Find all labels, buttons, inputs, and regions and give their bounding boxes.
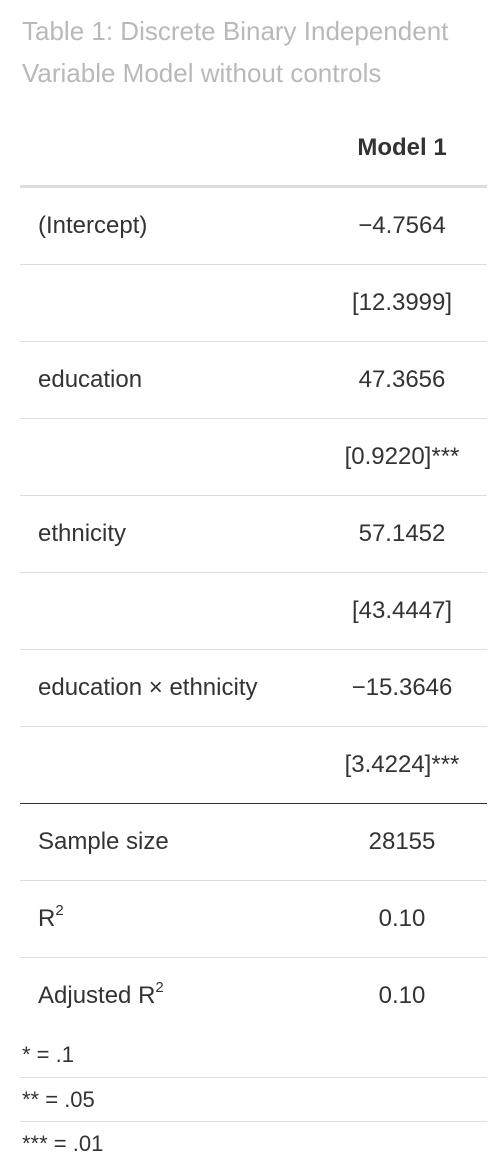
header-row: Model 1	[20, 110, 487, 188]
row-label: education	[20, 341, 317, 419]
regression-table: Model 1 (Intercept) −4.7564 [12.3999] ed…	[20, 110, 487, 1034]
coef-row-intercept: (Intercept) −4.7564	[20, 187, 487, 265]
stat-label: R2	[20, 880, 317, 958]
se-row-ethnicity: [43.4447]	[20, 572, 487, 650]
footnote-sig-01: *** = .01	[20, 1121, 487, 1165]
stub-header	[20, 110, 317, 188]
row-label	[20, 572, 317, 650]
row-value: −4.7564	[358, 212, 446, 239]
stat-value: 0.10	[317, 880, 487, 958]
stat-row-r-squared: R2 0.10	[20, 880, 487, 958]
row-label: education × ethnicity	[20, 649, 317, 727]
stat-row-adjusted-r-squared: Adjusted R2 0.10	[20, 957, 487, 1034]
footnote-sig-05: ** = .05	[20, 1077, 487, 1121]
row-value: [3.4224]***	[317, 726, 487, 804]
row-label	[20, 726, 317, 804]
stat-label: Sample size	[20, 803, 317, 881]
row-label: ethnicity	[20, 495, 317, 573]
row-value: 47.3656	[317, 341, 487, 419]
row-label	[20, 264, 317, 342]
se-row-interaction: [3.4224]***	[20, 726, 487, 804]
row-label: (Intercept)	[38, 212, 148, 239]
column-header-model-1: Model 1	[317, 110, 487, 188]
row-label	[20, 418, 317, 496]
row-value: [0.9220]***	[317, 418, 487, 496]
stat-value: 28155	[317, 803, 487, 881]
coef-row-ethnicity: ethnicity 57.1452	[20, 495, 487, 573]
coef-row-education: education 47.3656	[20, 341, 487, 419]
row-value: −15.3646	[317, 649, 487, 727]
row-value: [43.4447]	[317, 572, 487, 650]
stat-value: 0.10	[317, 957, 487, 1034]
row-value: [12.3999]	[317, 264, 487, 342]
row-value: 57.1452	[317, 495, 487, 573]
stat-label: Adjusted R2	[20, 957, 317, 1034]
coef-row-interaction: education × ethnicity −15.3646	[20, 649, 487, 727]
footnote-sig-1: * = .1	[22, 1042, 74, 1067]
significance-footnotes: * = .1 ** = .05 *** = .01	[20, 1033, 487, 1165]
se-row-education: [0.9220]***	[20, 418, 487, 496]
table-caption: Table 1: Discrete Binary Independent Var…	[22, 16, 449, 88]
stat-row-sample-size: Sample size 28155	[20, 803, 487, 881]
se-row-intercept: [12.3999]	[20, 264, 487, 342]
